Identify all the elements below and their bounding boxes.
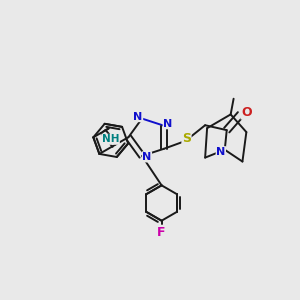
Text: NH: NH (102, 134, 119, 144)
Text: N: N (134, 112, 143, 122)
Text: O: O (241, 106, 252, 119)
Text: N: N (142, 152, 152, 162)
Text: N: N (163, 119, 172, 129)
Text: F: F (158, 226, 166, 239)
Text: S: S (182, 133, 191, 146)
Text: N: N (216, 147, 226, 157)
